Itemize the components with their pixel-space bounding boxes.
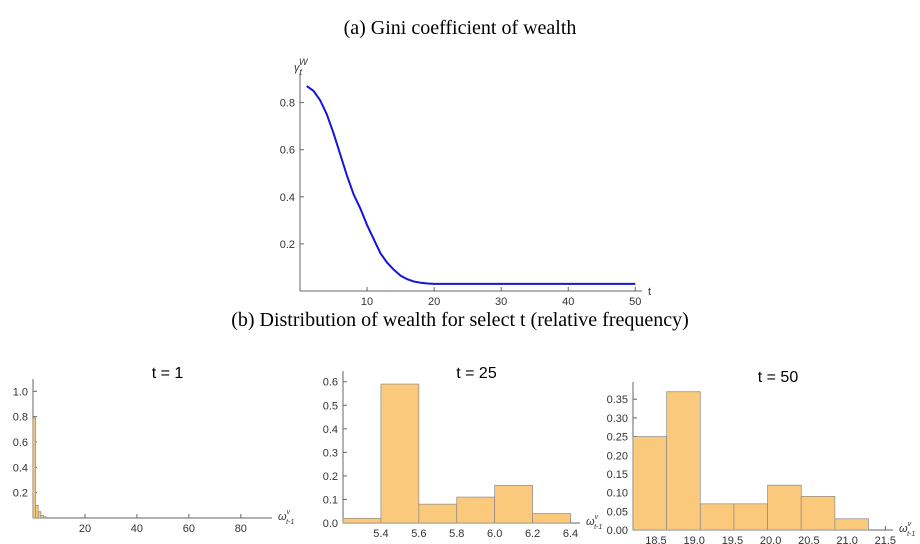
y-tick-label: 0.2 bbox=[323, 471, 338, 483]
x-axis-label: ωv t-1 bbox=[586, 514, 602, 531]
bar bbox=[767, 484, 802, 531]
bar bbox=[456, 496, 496, 524]
x-axis-label-sub: t-1 bbox=[907, 531, 915, 538]
y-tick-label: 0.2 bbox=[13, 488, 28, 500]
bar bbox=[380, 383, 420, 524]
chart-title: t = 1 bbox=[152, 365, 184, 382]
x-tick-label: 20.0 bbox=[760, 535, 781, 544]
y-tick-label: 0.8 bbox=[13, 412, 28, 424]
y-tick-label: 0.4 bbox=[280, 192, 295, 204]
y-tick-label: 0.3 bbox=[323, 447, 338, 459]
y-tick-label: 0.1 bbox=[323, 494, 338, 506]
x-axis-label: t bbox=[648, 286, 651, 298]
x-axis-label-sub: t-1 bbox=[594, 524, 602, 531]
x-axis-label-text: ω bbox=[586, 516, 595, 528]
bar bbox=[418, 503, 458, 524]
y-axis-label-sup: W bbox=[299, 57, 309, 67]
y-tick-label: 0.25 bbox=[607, 432, 628, 444]
x-tick-label: 10 bbox=[361, 296, 373, 308]
y-tick-label: 0.30 bbox=[607, 413, 628, 425]
x-axis-label-sup: v bbox=[595, 514, 599, 521]
x-tick-label: 18.5 bbox=[645, 535, 666, 544]
y-tick-label: 0.20 bbox=[607, 450, 628, 462]
x-tick-label: 5.6 bbox=[411, 528, 426, 540]
x-axis-label: ωv t-1 bbox=[899, 521, 915, 538]
x-tick-label: 40 bbox=[562, 296, 574, 308]
x-axis-label-text: ω bbox=[278, 511, 287, 523]
y-tick-label: 0.4 bbox=[323, 424, 338, 436]
bar bbox=[699, 503, 735, 531]
x-tick-label: 6.4 bbox=[563, 528, 578, 540]
bar bbox=[43, 516, 47, 519]
x-tick-label: 6.2 bbox=[525, 528, 540, 540]
y-tick-label: 0.15 bbox=[607, 469, 628, 481]
x-tick-label: 50 bbox=[629, 296, 641, 308]
x-tick-label: 80 bbox=[235, 523, 247, 535]
line bbox=[306, 85, 636, 285]
bar bbox=[32, 417, 36, 519]
x-tick-label: 60 bbox=[183, 523, 195, 535]
x-tick-label: 40 bbox=[131, 523, 143, 535]
chart-title: t = 25 bbox=[456, 365, 497, 382]
bar bbox=[532, 513, 571, 524]
y-tick-label: 0.05 bbox=[607, 506, 628, 518]
y-tick-label: 0.10 bbox=[607, 488, 628, 500]
y-tick-label: 0.00 bbox=[607, 525, 628, 537]
y-axis-label: γtW bbox=[294, 57, 309, 77]
y-tick-label: 0.2 bbox=[280, 239, 295, 251]
bar bbox=[733, 503, 768, 531]
bar bbox=[37, 511, 42, 519]
y-tick-label: 0.6 bbox=[280, 145, 295, 157]
bar bbox=[800, 496, 836, 531]
bar bbox=[494, 484, 533, 524]
y-tick-label: 0.4 bbox=[13, 462, 28, 474]
x-tick-label: 30 bbox=[495, 296, 507, 308]
y-tick-label: 0.6 bbox=[13, 437, 28, 449]
y-tick-label: 0.0 bbox=[323, 518, 338, 530]
y-tick-label: 1.0 bbox=[13, 386, 28, 398]
x-tick-label: 21.0 bbox=[836, 535, 857, 544]
x-tick-label: 6.0 bbox=[487, 528, 502, 540]
x-axis-label-sup: v bbox=[287, 509, 291, 516]
bar bbox=[834, 518, 869, 531]
y-tick-label: 0.6 bbox=[323, 377, 338, 389]
subfigure-caption: (b) Distribution of wealth for select t … bbox=[231, 309, 689, 331]
bar bbox=[40, 515, 44, 519]
x-tick-label: 20 bbox=[79, 523, 91, 535]
y-axis-label-text: γ bbox=[294, 62, 301, 74]
bar bbox=[342, 517, 382, 524]
bar bbox=[632, 436, 667, 531]
x-axis-label-text: t bbox=[648, 286, 651, 298]
x-tick-label: 19.5 bbox=[722, 535, 743, 544]
x-tick-label: 21.5 bbox=[875, 535, 896, 544]
x-tick-label: 20.5 bbox=[798, 535, 819, 544]
x-tick-label: 19.0 bbox=[683, 535, 704, 544]
x-axis-label-text: ω bbox=[899, 523, 908, 535]
x-tick-label: 5.8 bbox=[449, 528, 464, 540]
chart-title: (a) Gini coefficient of wealth bbox=[344, 17, 577, 39]
x-axis-label: ωv t-1 bbox=[278, 509, 294, 526]
chart-title: t = 50 bbox=[758, 369, 799, 386]
y-tick-label: 0.8 bbox=[280, 98, 295, 110]
y-axis-label-sub: t bbox=[300, 67, 303, 77]
bar bbox=[666, 391, 701, 531]
x-axis-label-sup: v bbox=[908, 521, 912, 528]
y-tick-label: 0.5 bbox=[323, 400, 338, 412]
bar bbox=[35, 504, 39, 519]
x-tick-label: 5.4 bbox=[373, 528, 388, 540]
x-tick-label: 20 bbox=[428, 296, 440, 308]
x-axis-label-sub: t-1 bbox=[286, 519, 294, 526]
y-tick-label: 0.35 bbox=[607, 394, 628, 406]
